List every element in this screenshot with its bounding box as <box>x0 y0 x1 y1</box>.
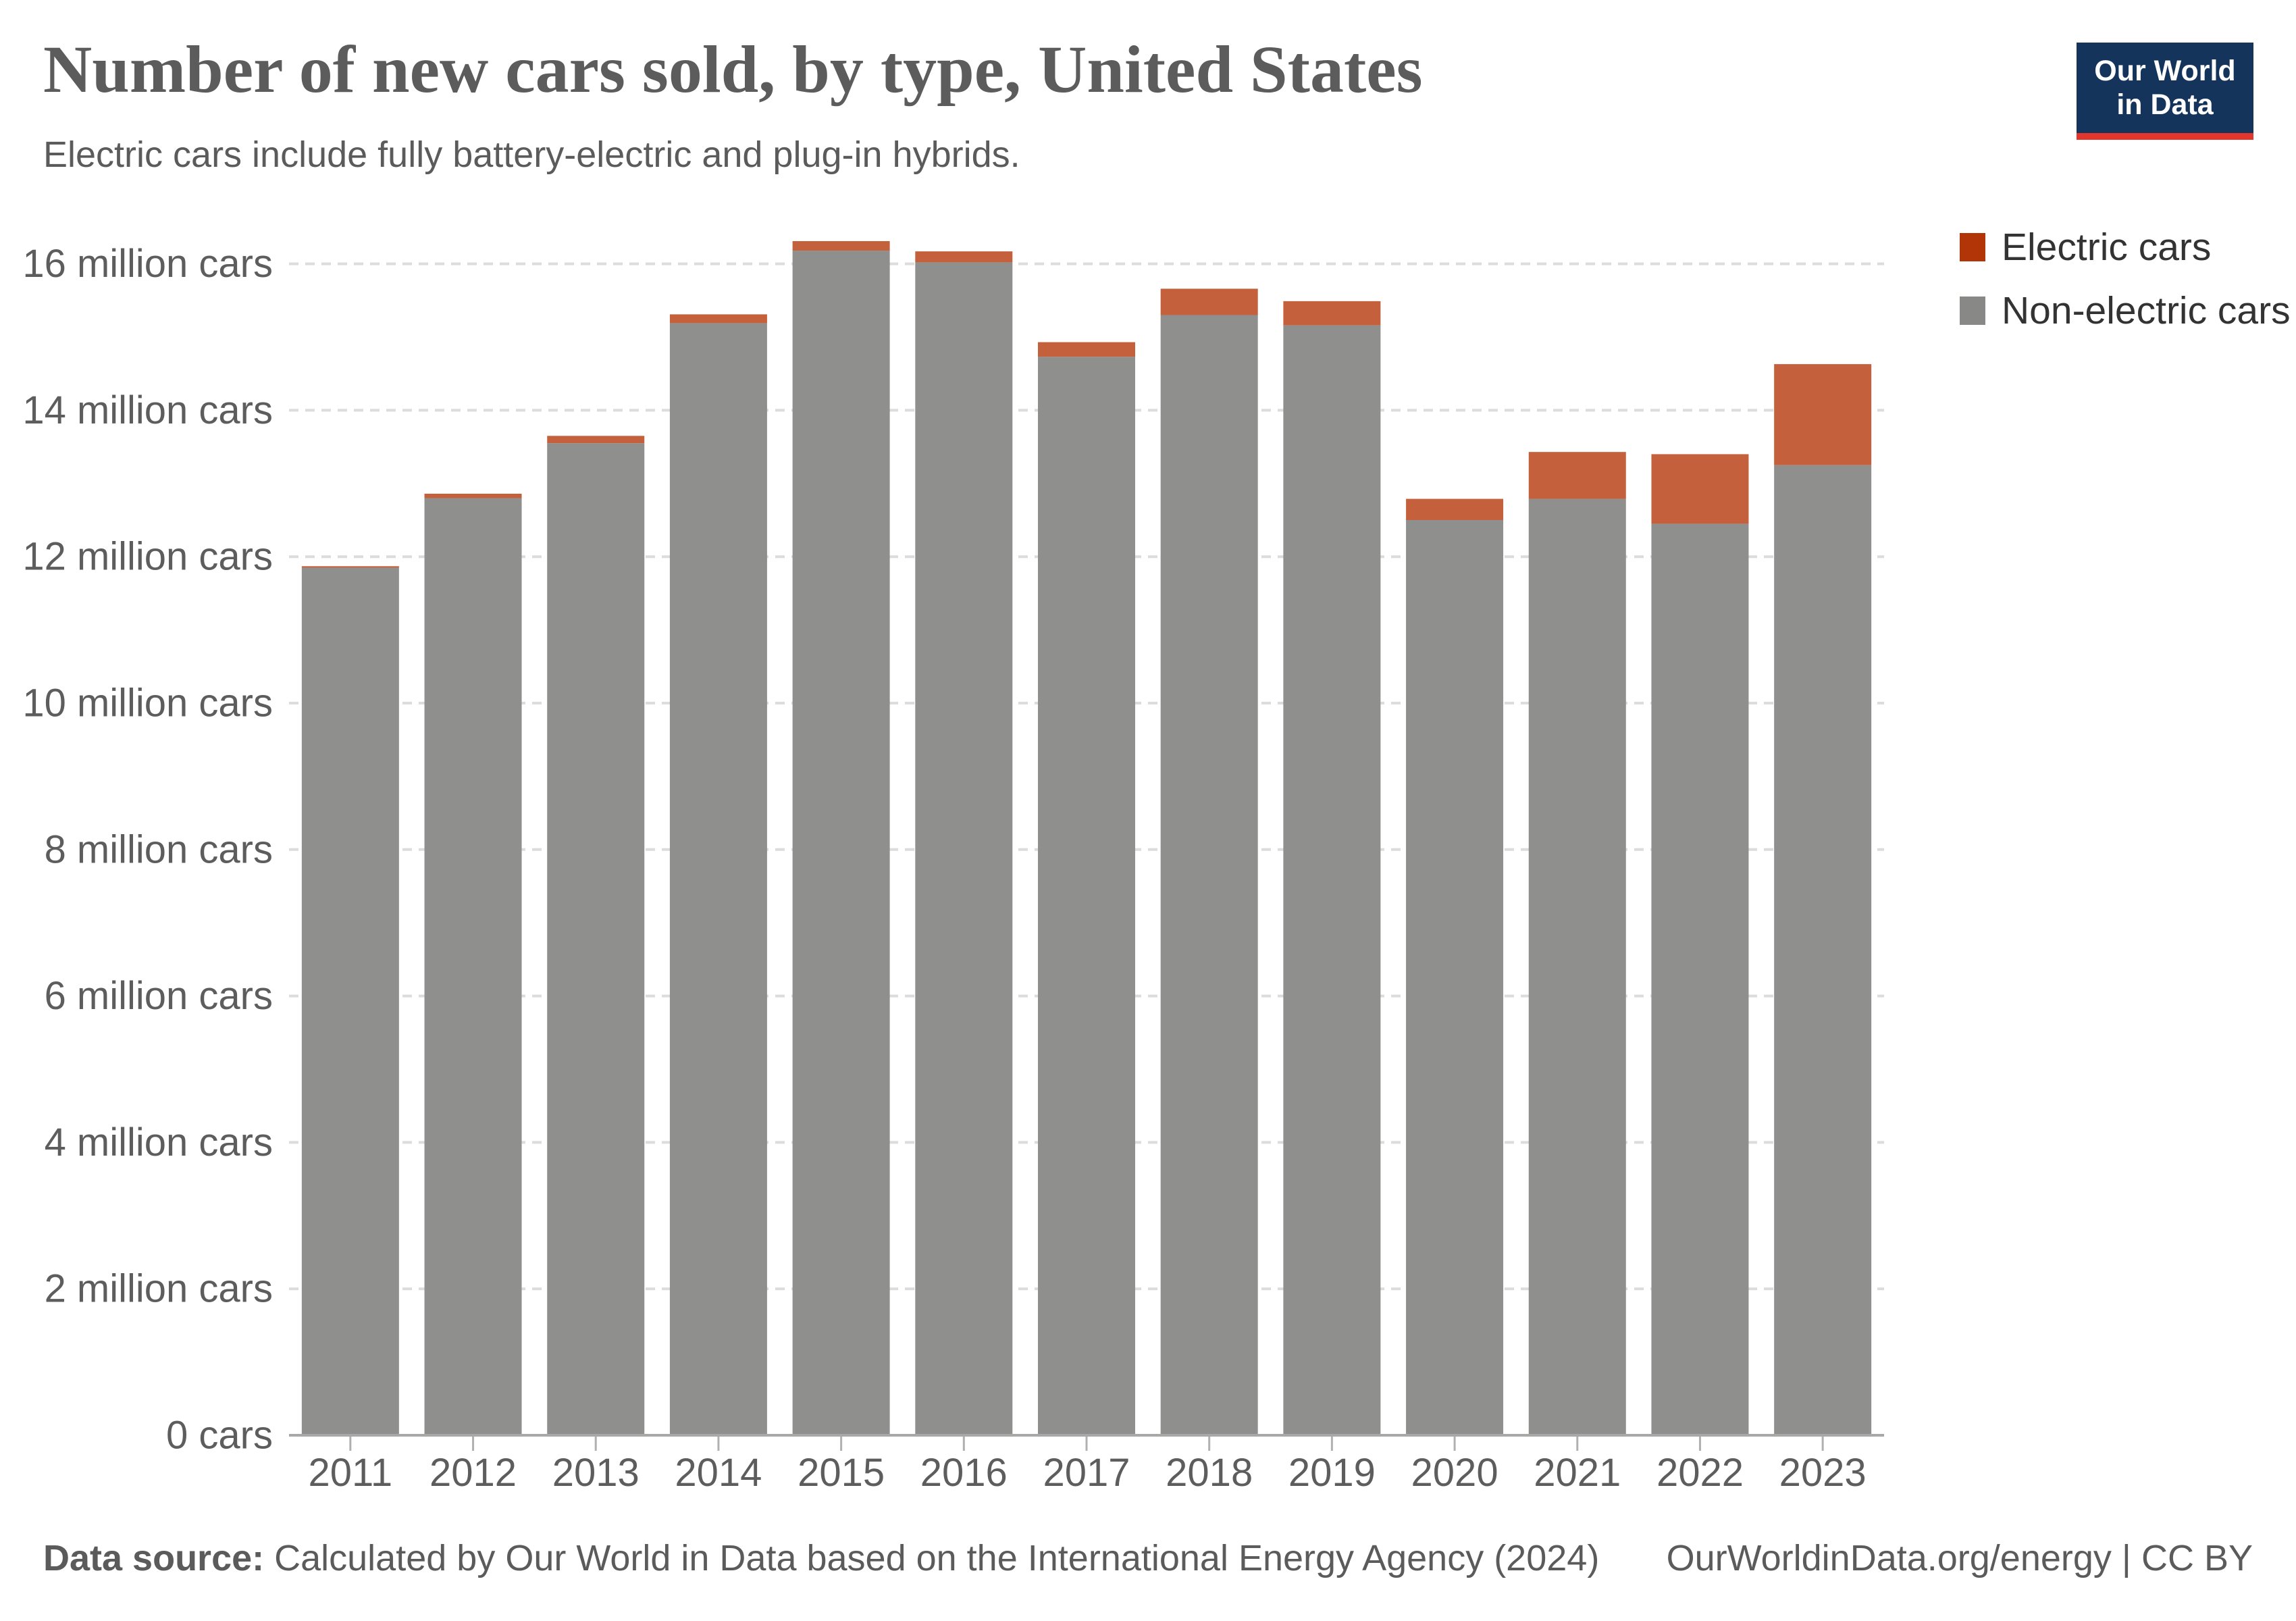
bars <box>301 240 1872 1436</box>
x-tick-label-2014: 2014 <box>675 1451 762 1495</box>
bar-segment-non-electric-2019[interactable] <box>1283 325 1381 1435</box>
bar-segment-non-electric-2015[interactable] <box>792 251 890 1435</box>
x-tick-label-2011: 2011 <box>308 1451 392 1495</box>
y-tick-label-4: 4 million cars <box>45 1121 273 1164</box>
bar-segment-non-electric-2012[interactable] <box>424 498 522 1435</box>
bar-segment-non-electric-2017[interactable] <box>1038 357 1135 1435</box>
x-tick-label-2012: 2012 <box>429 1451 517 1495</box>
owid-logo-line2: in Data <box>2116 88 2214 121</box>
owid-logo-accent-bar <box>2077 133 2253 140</box>
bar-segment-electric-2015[interactable] <box>792 240 890 251</box>
bar-segment-non-electric-2020[interactable] <box>1406 520 1504 1435</box>
legend-label-non-electric: Non-electric cars <box>2002 289 2291 332</box>
x-tick-label-2023: 2023 <box>1779 1451 1867 1495</box>
bar-segment-electric-2021[interactable] <box>1528 452 1626 499</box>
page-subtitle: Electric cars include fully battery-elec… <box>43 134 1020 175</box>
bar-segment-non-electric-2021[interactable] <box>1528 498 1626 1436</box>
owid-logo[interactable]: Our World in Data <box>2077 43 2253 140</box>
x-tick-label-2020: 2020 <box>1411 1451 1498 1495</box>
bar-segment-electric-2020[interactable] <box>1406 498 1504 520</box>
bar-segment-electric-2013[interactable] <box>547 436 645 444</box>
electric-swatch-icon <box>1960 233 1985 261</box>
bar-segment-electric-2018[interactable] <box>1160 288 1258 315</box>
y-tick-label-12: 12 million cars <box>22 535 273 579</box>
bar-segment-electric-2022[interactable] <box>1651 454 1749 524</box>
bar-segment-electric-2017[interactable] <box>1038 342 1135 357</box>
x-tick-label-2013: 2013 <box>552 1451 640 1495</box>
x-tick-label-2019: 2019 <box>1288 1451 1376 1495</box>
y-tick-label-0: 0 cars <box>166 1414 273 1458</box>
y-tick-label-6: 6 million cars <box>45 974 273 1018</box>
bar-segment-non-electric-2023[interactable] <box>1774 465 1872 1436</box>
page-title: Number of new cars sold, by type, United… <box>43 32 1423 107</box>
legend-item-non-electric: Non-electric cars <box>1960 288 2291 333</box>
y-tick-label-10: 10 million cars <box>22 681 273 725</box>
non-electric-swatch-icon <box>1960 297 1985 325</box>
x-tick-label-2016: 2016 <box>920 1451 1008 1495</box>
x-tick-label-2017: 2017 <box>1043 1451 1130 1495</box>
legend-label-electric: Electric cars <box>2002 226 2212 269</box>
bar-segment-non-electric-2016[interactable] <box>915 262 1013 1435</box>
bar-segment-non-electric-2018[interactable] <box>1160 315 1258 1436</box>
bar-segment-non-electric-2014[interactable] <box>669 323 767 1435</box>
bar-segment-electric-2016[interactable] <box>915 251 1013 263</box>
y-tick-label-16: 16 million cars <box>22 242 273 286</box>
chart-footer: Data source: Calculated by Our World in … <box>43 1537 2253 1579</box>
legend-item-electric: Electric cars <box>1960 225 2291 269</box>
y-tick-label-2: 2 million cars <box>45 1267 273 1311</box>
bar-segment-electric-2011[interactable] <box>301 566 399 568</box>
owid-logo-box: Our World in Data <box>2077 43 2253 133</box>
footer-link[interactable]: OurWorldinData.org/energy | CC BY <box>1666 1538 2253 1578</box>
y-axis-labels: 16 million cars 14 million cars 12 million… <box>22 242 273 1457</box>
bar-segment-electric-2012[interactable] <box>424 493 522 498</box>
y-tick-label-8: 8 million cars <box>45 827 273 871</box>
data-source-text: Calculated by Our World in Data based on… <box>264 1538 1600 1578</box>
bar-segment-electric-2014[interactable] <box>669 314 767 324</box>
bar-segment-electric-2019[interactable] <box>1283 301 1381 326</box>
y-tick-label-14: 14 million cars <box>22 388 273 432</box>
x-axis-labels: 2011 2012 2013 2014 2015 2016 2017 2018 2019 2020… <box>308 1451 1866 1495</box>
x-tick-label-2021: 2021 <box>1534 1451 1621 1495</box>
bar-segment-non-electric-2011[interactable] <box>301 567 399 1436</box>
data-source-label: Data source: <box>43 1538 265 1578</box>
bar-segment-electric-2023[interactable] <box>1774 364 1872 465</box>
x-tick-label-2018: 2018 <box>1166 1451 1253 1495</box>
chart-legend: Electric cars Non-electric cars <box>1960 225 2291 352</box>
owid-logo-line1: Our World <box>2094 55 2236 87</box>
x-axis-ticks <box>349 1437 1824 1451</box>
x-tick-label-2015: 2015 <box>798 1451 885 1495</box>
bar-segment-non-electric-2013[interactable] <box>547 443 645 1436</box>
bar-segment-non-electric-2022[interactable] <box>1651 523 1749 1436</box>
x-tick-label-2022: 2022 <box>1656 1451 1744 1495</box>
data-source-note: Data source: Calculated by Our World in … <box>43 1537 1599 1579</box>
